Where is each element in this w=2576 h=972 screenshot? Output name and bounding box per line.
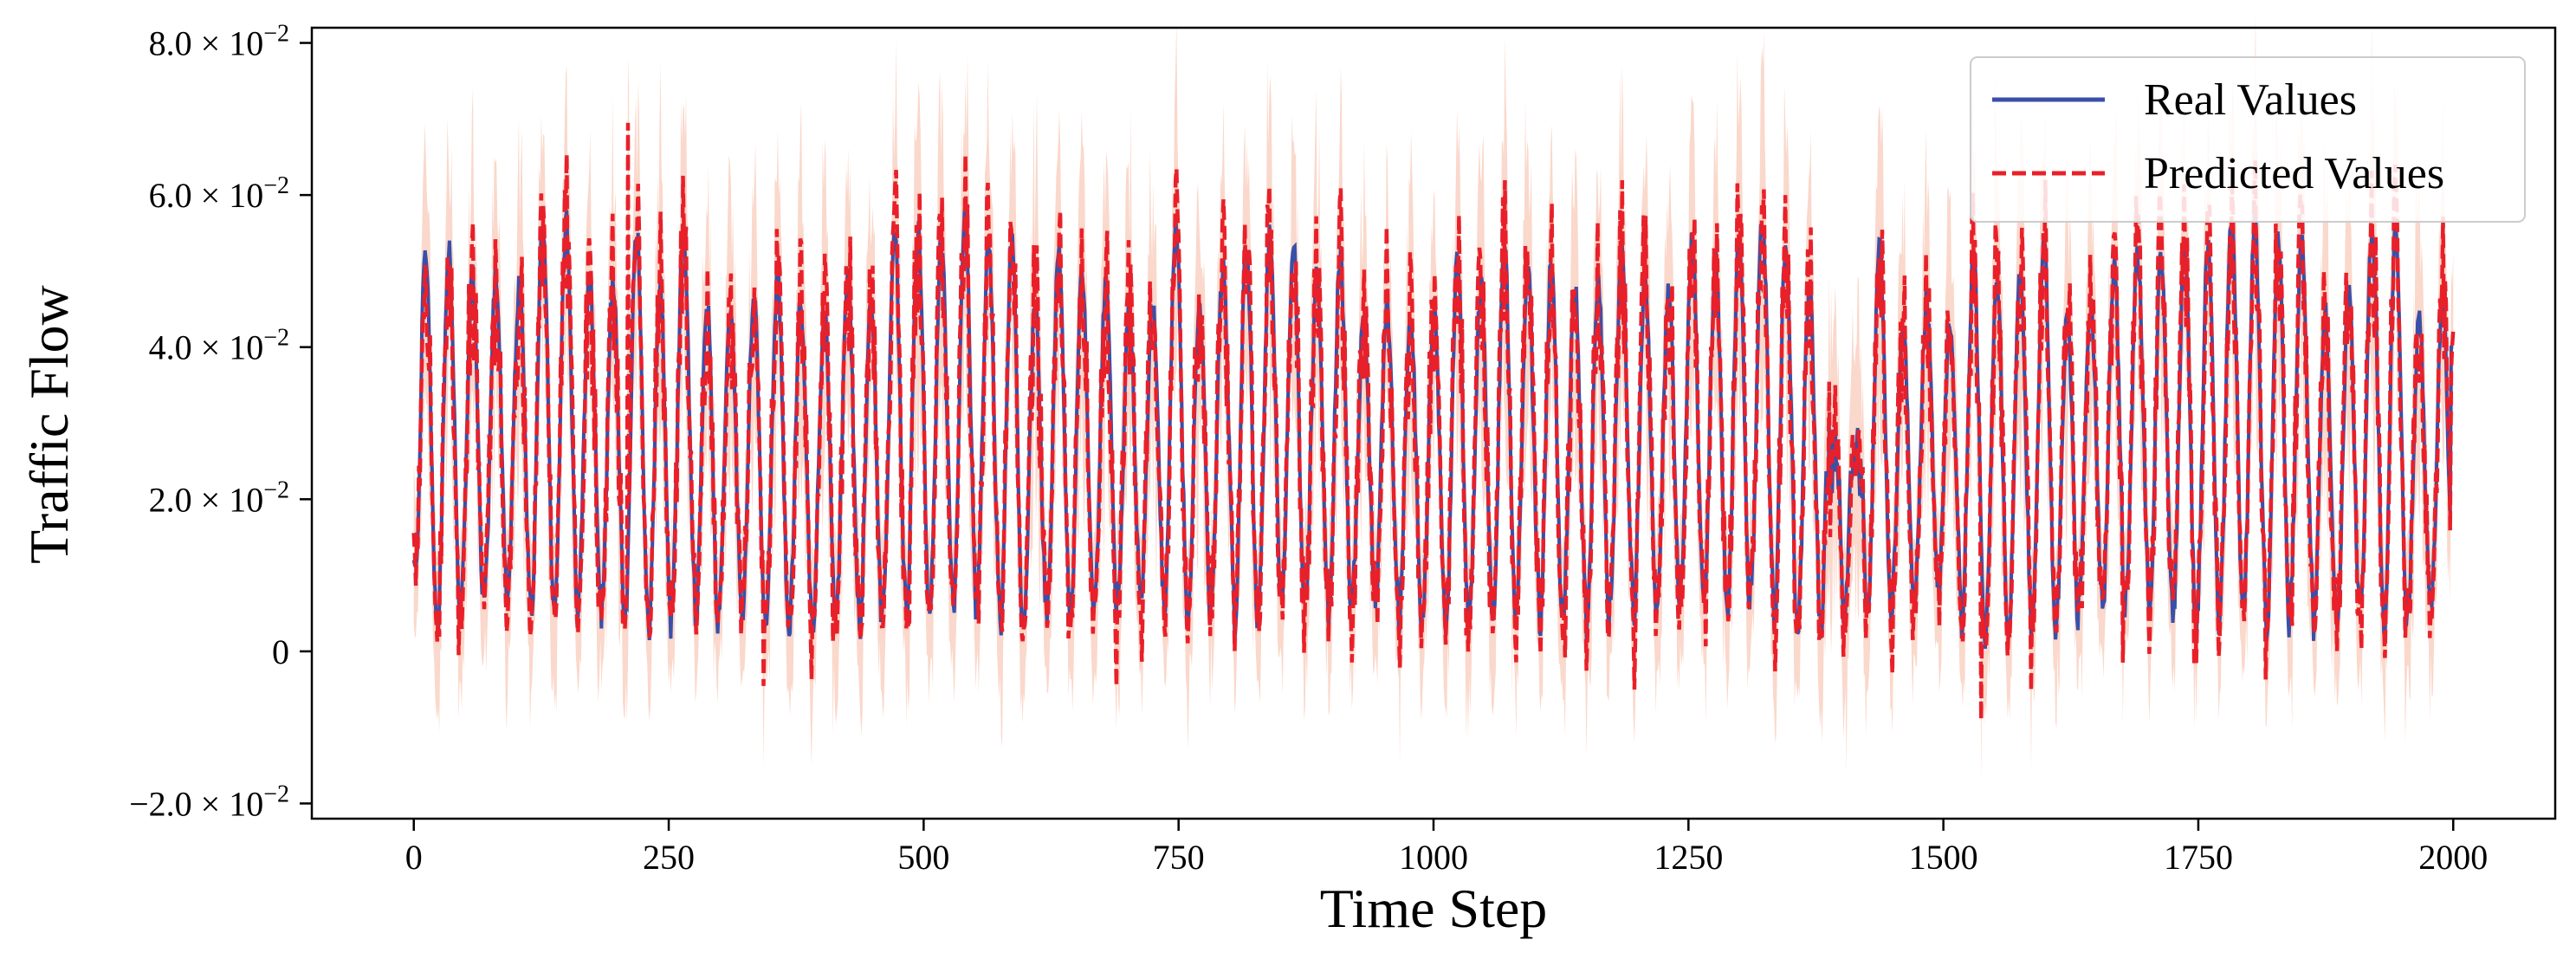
- y-tick-label: 0: [272, 632, 289, 671]
- x-tick-label: 1250: [1654, 838, 1723, 877]
- y-tick-label: −2.0 × 10−2: [129, 781, 289, 823]
- y-axis-ticks: −2.0 × 10−2 0 2.0 × 10−2 4.0 × 10−2 6.0 × 10…: [129, 21, 312, 823]
- x-tick-label: 500: [897, 838, 949, 877]
- x-tick-label: 1500: [1909, 838, 1978, 877]
- y-tick-label: 4.0 × 10−2: [149, 325, 289, 367]
- x-tick-label: 250: [643, 838, 695, 877]
- x-tick-label: 0: [405, 838, 423, 877]
- x-tick-label: 1750: [2164, 838, 2233, 877]
- x-tick-label: 1000: [1399, 838, 1468, 877]
- y-tick-label: 2.0 × 10−2: [149, 476, 289, 519]
- legend-label-predicted: Predicted Values: [2144, 149, 2444, 198]
- y-tick-label: 6.0 × 10−2: [149, 172, 289, 215]
- y-tick-label: 8.0 × 10−2: [149, 21, 289, 63]
- plot-area: [411, 15, 2456, 781]
- uncertainty-band: [413, 15, 2454, 781]
- legend: Real Values Predicted Values: [1970, 56, 2526, 223]
- legend-label-real: Real Values: [2144, 75, 2357, 125]
- y-axis-title: Traffic Flow: [18, 285, 80, 564]
- x-axis-ticks: 0 250 500 750 1000 1250 1500 1750 2000: [405, 819, 2488, 877]
- legend-box: [1970, 56, 2526, 223]
- x-tick-label: 2000: [2418, 838, 2488, 877]
- x-tick-label: 750: [1153, 838, 1205, 877]
- x-axis-title: Time Step: [1320, 878, 1548, 939]
- predicted-values-line: [411, 122, 2456, 720]
